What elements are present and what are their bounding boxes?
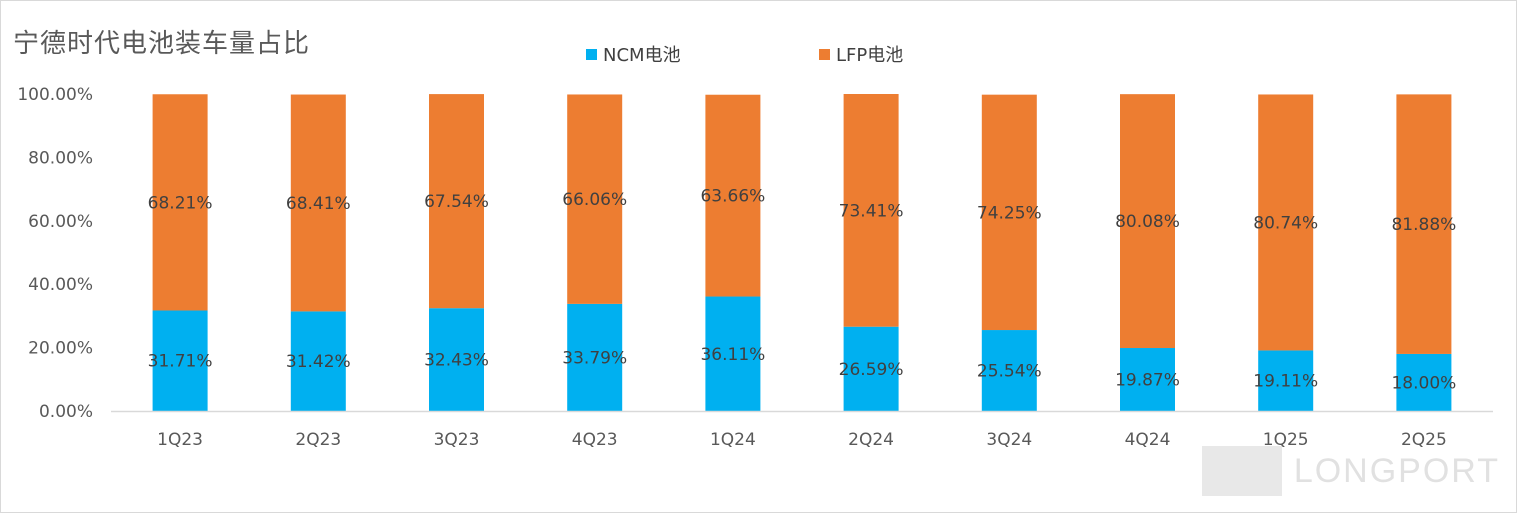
data-label-ncm: 19.11% [1253,372,1318,392]
x-tick-label: 1Q23 [157,430,203,450]
bar-ncm [843,326,899,411]
legend-label-ncm: NCM电池 [603,45,681,66]
data-label-ncm: 33.79% [562,348,627,368]
data-label-lfp: 68.21% [148,193,213,213]
bar-ncm [1258,350,1314,411]
bar-lfp [567,94,623,304]
bar-lfp [843,94,899,327]
data-label-ncm: 31.42% [286,352,351,372]
watermark-text: LONGPORT [1293,451,1500,490]
data-label-ncm: 26.59% [839,360,904,380]
bar-ncm [152,310,208,411]
data-label-ncm: 31.71% [148,352,213,372]
data-label-ncm: 19.87% [1115,371,1180,391]
y-tick-label: 60.00% [28,212,93,232]
x-tick-label: 2Q24 [848,430,894,450]
bar-lfp [981,94,1037,331]
data-label-ncm: 32.43% [424,351,489,371]
bar-lfp [1120,94,1175,349]
bar-ncm [1120,348,1175,411]
y-tick-label: 40.00% [28,275,93,295]
bar-lfp [429,94,484,309]
bar-lfp [152,94,208,311]
data-label-lfp: 81.88% [1391,215,1456,235]
legend-item-lfp: LFP电池 [819,41,903,67]
legend-swatch-ncm [586,48,597,60]
y-tick-label: 20.00% [28,339,93,359]
bar-ncm [981,330,1037,411]
data-label-ncm: 25.54% [977,362,1042,382]
data-label-ncm: 18.00% [1391,373,1456,393]
bar-lfp [290,94,346,312]
data-label-lfp: 63.66% [700,187,765,207]
bar-lfp [1396,94,1452,354]
x-tick-label: 4Q24 [1125,430,1171,450]
bar-ncm [567,303,623,411]
legend: NCM电池 LFP电池 [1,41,1517,67]
x-tick-label: 1Q25 [1263,430,1309,450]
bar-ncm [1396,353,1452,411]
data-label-lfp: 80.74% [1253,213,1318,233]
bar-lfp [1258,94,1314,351]
data-label-lfp: 73.41% [839,201,904,221]
y-tick-label: 100.00% [17,85,93,105]
x-tick-label: 2Q23 [295,430,341,450]
x-tick-label: 2Q25 [1401,430,1447,450]
chart-title: 宁德时代电池装车量占比 [13,29,311,59]
legend-label-lfp: LFP电池 [836,45,904,66]
legend-item-ncm: NCM电池 [586,41,681,67]
y-tick-label: 80.00% [28,148,93,168]
data-label-lfp: 74.25% [977,203,1042,223]
x-tick-label: 4Q23 [572,430,618,450]
data-label-lfp: 67.54% [424,192,489,212]
x-tick-label: 3Q23 [434,430,480,450]
data-label-ncm: 36.11% [700,345,765,365]
data-label-lfp: 68.41% [286,194,351,214]
bar-ncm [705,296,761,411]
data-label-lfp: 80.08% [1115,212,1180,232]
logo-icon [1201,446,1282,496]
x-tick-label: 3Q24 [986,430,1032,450]
bar-lfp [705,94,761,297]
data-label-lfp: 66.06% [562,190,627,210]
legend-swatch-lfp [819,48,830,60]
x-tick-label: 1Q24 [710,430,756,450]
bar-ncm [290,311,346,411]
bar-ncm [429,308,484,411]
watermark-brand: LONGPORT [1201,446,1500,496]
y-tick-label: 0.00% [39,402,93,422]
